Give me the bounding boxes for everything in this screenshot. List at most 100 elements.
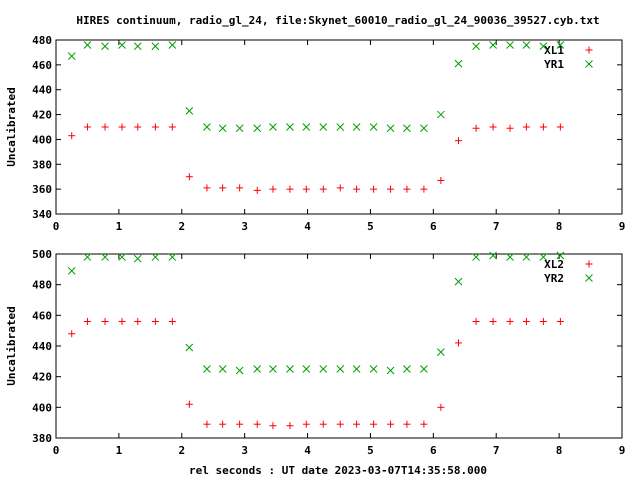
legend-label: YR2 [544, 272, 564, 285]
data-point [403, 365, 411, 373]
series-xl2 [68, 317, 564, 430]
y-tick-label: 400 [32, 401, 52, 414]
data-point [522, 123, 530, 131]
x-tick-label: 8 [556, 220, 563, 233]
y-tick-label: 460 [32, 59, 52, 72]
series-yr1 [67, 41, 565, 133]
data-point [269, 123, 277, 131]
data-point [437, 403, 445, 411]
data-point [133, 42, 142, 51]
legend-label: YR1 [544, 58, 564, 71]
y-tick-label: 480 [32, 279, 52, 292]
data-point [556, 251, 565, 260]
x-tick-label: 1 [116, 220, 123, 233]
y-tick-label: 400 [32, 133, 52, 146]
data-point [101, 123, 109, 131]
data-point [454, 339, 462, 347]
data-point [319, 420, 327, 428]
data-point [118, 253, 126, 261]
data-point [387, 185, 395, 193]
data-point [539, 317, 547, 325]
data-point [253, 186, 261, 194]
data-point [403, 124, 411, 133]
data-point [286, 123, 294, 131]
x-tick-label: 3 [241, 220, 248, 233]
y-tick-label: 440 [32, 84, 52, 97]
x-tick-label: 7 [493, 220, 500, 233]
data-point [168, 253, 177, 261]
x-tick-label: 5 [367, 444, 374, 457]
data-point [489, 41, 497, 49]
data-point [68, 132, 76, 140]
data-point [101, 253, 109, 261]
data-point [336, 123, 345, 131]
chart-title: HIRES continuum, radio_gl_24, file:Skyne… [76, 14, 599, 27]
y-tick-label: 360 [32, 183, 52, 196]
data-point [506, 317, 514, 325]
data-point [352, 365, 361, 373]
data-point [236, 420, 244, 428]
plot-panel-1: 0 1 2 3 4 5 6 7 8 9 340 360 380 400 420 440 460 480 Uncali… [5, 34, 625, 233]
data-point [118, 123, 126, 131]
x-tick-label: 6 [430, 220, 437, 233]
data-point [269, 185, 277, 193]
data-point [203, 420, 211, 428]
data-point [489, 251, 497, 260]
data-point [83, 317, 91, 325]
data-point [185, 173, 193, 181]
data-point [370, 185, 378, 193]
data-point [203, 365, 211, 373]
y-tick-label: 380 [32, 158, 52, 171]
data-point [203, 184, 211, 192]
data-point [489, 123, 497, 131]
legend-label: XL1 [544, 44, 564, 57]
data-point [185, 343, 194, 352]
series-xl1 [68, 123, 564, 194]
data-point [403, 420, 411, 428]
data-point [133, 254, 142, 263]
data-point [437, 110, 445, 119]
y-tick-label: 340 [32, 208, 52, 221]
data-point [118, 41, 126, 49]
x-axis-label: rel seconds : UT date 2023-03-07T14:35:5… [189, 464, 487, 477]
data-point [134, 317, 142, 325]
data-point [352, 123, 361, 131]
data-point [219, 184, 227, 192]
data-point [539, 253, 548, 261]
data-point [185, 106, 194, 115]
legend-marker [585, 60, 593, 68]
data-point [235, 124, 244, 133]
x-tick-label: 9 [619, 220, 626, 233]
x-tick-label: 4 [304, 220, 311, 233]
x-tick-label: 2 [178, 220, 185, 233]
x-tick-label: 3 [241, 444, 248, 457]
x-tick-label: 9 [619, 444, 626, 457]
data-point [454, 277, 463, 286]
data-point [218, 124, 227, 133]
data-point [68, 330, 76, 338]
data-point [236, 184, 244, 192]
data-point [506, 124, 514, 132]
y-tick-label: 500 [32, 248, 52, 261]
data-point [151, 317, 159, 325]
data-point [556, 41, 565, 49]
data-point [522, 41, 531, 49]
data-point [118, 317, 126, 325]
data-point [101, 317, 109, 325]
data-point [302, 365, 311, 373]
data-point [269, 365, 277, 373]
data-point [369, 365, 378, 373]
x-tick-label: 6 [430, 444, 437, 457]
legend-marker [585, 260, 593, 268]
legend-label: XL2 [544, 258, 564, 271]
data-point [472, 124, 480, 132]
data-point [302, 123, 311, 131]
data-point [454, 59, 463, 68]
data-point [235, 366, 244, 375]
data-point [319, 365, 328, 373]
data-point [286, 422, 294, 430]
data-point [386, 124, 395, 133]
data-point [437, 348, 445, 356]
legend-marker [585, 46, 593, 54]
